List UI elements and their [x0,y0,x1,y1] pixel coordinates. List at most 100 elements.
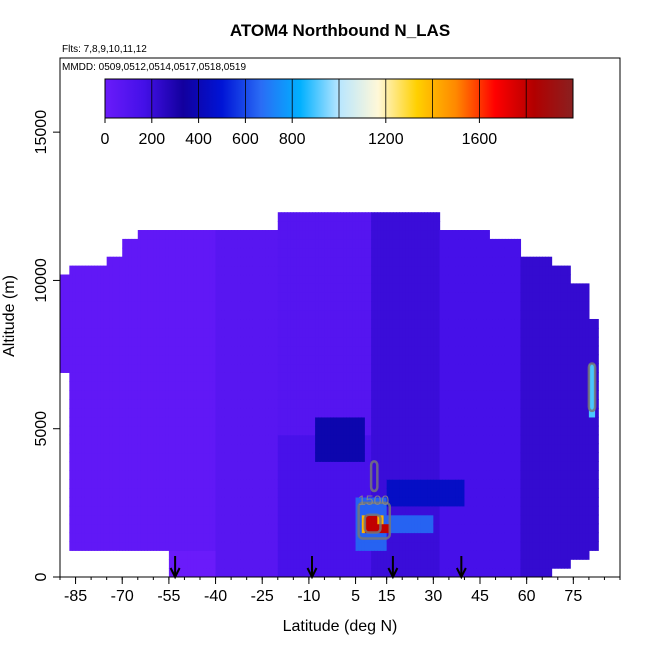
heatmap-cell [200,381,204,391]
heatmap-cell [84,274,89,284]
heatmap-cell [140,461,145,471]
heatmap-cell [97,292,102,302]
heatmap-cell [402,550,406,560]
heatmap-cell [287,336,291,347]
heatmap-cell [284,318,288,329]
heatmap-cell [312,461,316,471]
heatmap-cell [172,327,176,338]
heatmap-cell [256,532,260,543]
heatmap-cell [408,274,413,284]
heatmap-cell [293,470,298,480]
heatmap-cell [455,407,459,418]
heatmap-cell [340,550,344,560]
heatmap-cell [72,532,77,543]
heatmap-cell [284,514,288,525]
heatmap-cell [448,514,453,525]
heatmap-cell [396,318,400,329]
heatmap-cell [467,470,472,480]
heatmap-cell [91,461,95,471]
heatmap-cell [168,238,173,249]
heatmap-cell [299,470,304,480]
heatmap-cell [371,230,375,240]
heatmap-cell [417,212,422,222]
heatmap-cell [181,283,186,293]
heatmap-cell [280,559,285,569]
heatmap-cell [389,212,394,222]
heatmap-cell [358,283,363,293]
heatmap-cell [293,265,298,276]
heatmap-cell [445,265,450,276]
heatmap-cell [439,505,444,516]
heatmap-cell [190,434,195,445]
heatmap-cell [221,523,226,534]
heatmap-cell [405,568,410,577]
heatmap-cell [78,292,83,302]
heatmap-cell [389,390,394,400]
heatmap-cell [312,363,316,373]
heatmap-cell [190,470,195,480]
heatmap-cell [147,292,151,302]
heatmap-cell [122,532,126,543]
heatmap-cell [243,514,248,525]
heatmap-cell [445,327,450,338]
heatmap-cell [417,532,422,543]
heatmap-cell [265,568,270,577]
heatmap-cell [302,461,307,471]
heatmap-cell [190,336,195,347]
heatmap-cell [240,381,245,391]
heatmap-cell [175,496,179,507]
heatmap-cell [424,212,428,222]
heatmap-cell [144,354,148,365]
heatmap-cell [364,256,369,267]
heatmap-cell [352,390,357,400]
heatmap-cell [175,470,179,480]
heatmap-cell [284,292,288,302]
heatmap-cell [340,363,344,373]
heatmap-cell [100,470,105,480]
heatmap-cell [196,523,201,534]
heatmap-cell [103,310,108,320]
heatmap-cell [293,327,298,338]
heatmap-cell [193,452,198,462]
heatmap-cell [324,292,329,302]
heatmap-cell [343,238,347,249]
heatmap-cell [103,496,108,507]
heatmap-cell [69,416,74,427]
heatmap-cell [78,434,83,445]
heatmap-cell [327,256,332,267]
heatmap-cell [200,345,204,356]
heatmap-cell [427,505,431,516]
heatmap-cell [461,505,466,516]
heatmap-cell [106,283,111,293]
heatmap-cell [355,230,360,240]
heatmap-cell [396,390,400,400]
heatmap-cell [436,247,441,258]
heatmap-cell [125,532,130,543]
heatmap-cell [439,354,444,365]
heatmap-cell [414,310,419,320]
heatmap-cell [144,310,148,320]
heatmap-cell [430,354,434,365]
heatmap-cell [383,238,388,249]
heatmap-cell [137,238,142,249]
heatmap-cell [330,238,335,249]
heatmap-cell [467,496,472,507]
heatmap-cell [215,345,220,356]
heatmap-cell [333,452,338,462]
heatmap-cell [399,541,403,551]
heatmap-cell [349,327,354,338]
heatmap-cell [187,443,192,454]
heatmap-cell [234,230,238,240]
heatmap-cell [308,301,313,311]
heatmap-cell [84,372,89,382]
heatmap-cell [193,238,198,249]
heatmap-cell [228,568,232,577]
heatmap-cell [178,496,182,507]
heatmap-cell [187,292,192,302]
heatmap-cell [287,461,291,471]
heatmap-cell [175,327,179,338]
heatmap-cell [84,452,89,462]
heatmap-cell [75,488,80,498]
heatmap-cell [91,301,95,311]
heatmap-cell [116,541,120,551]
